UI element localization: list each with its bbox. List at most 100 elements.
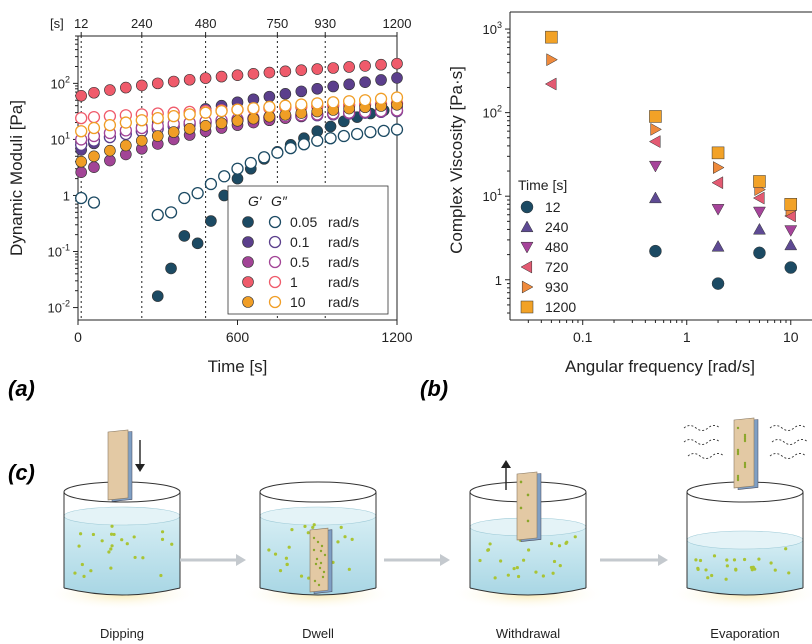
data-point-gprime-1 <box>295 64 308 76</box>
data-point-t930 <box>650 122 662 136</box>
legend-marker-t1200 <box>520 300 534 314</box>
particle <box>120 538 124 542</box>
particle <box>573 535 577 539</box>
particle <box>79 532 83 536</box>
x-tick-label-a: 600 <box>226 329 250 345</box>
slide-face <box>733 417 755 489</box>
particle <box>478 558 482 563</box>
liquid <box>64 516 180 595</box>
particle <box>100 539 104 543</box>
slide-particle <box>743 465 747 469</box>
legend-unit-label: rad/s <box>328 214 359 230</box>
x-axis-label-a: Time [s] <box>208 357 268 376</box>
data-point-gdoubleprime-10 <box>374 92 388 105</box>
panel-label-a: (a) <box>8 376 35 401</box>
data-point-gdoubleprime-1 <box>87 110 101 124</box>
slide-particle <box>743 437 747 441</box>
slide-particle <box>319 549 323 553</box>
data-point-t240 <box>753 222 766 235</box>
slide-particle <box>519 506 523 510</box>
top-axis-tick-label: 750 <box>267 16 289 31</box>
data-point-gprime-10 <box>75 155 87 168</box>
data-point-gprime-1 <box>215 70 228 83</box>
data-point-gprime-1 <box>327 62 340 74</box>
slide-particle <box>323 553 327 557</box>
data-point-gdoubleprime-0p05 <box>164 206 178 219</box>
beaker-bottom <box>259 587 377 596</box>
data-point-gprime-1 <box>311 63 324 75</box>
data-point-t1200 <box>649 110 662 123</box>
data-point-gprime-1 <box>151 77 164 90</box>
particle <box>160 537 165 541</box>
data-point-gprime-1 <box>231 69 244 81</box>
particle <box>80 562 84 567</box>
beaker-dipping: Dipping <box>44 481 200 641</box>
y-tick-label-a: 1 <box>63 188 70 203</box>
liquid-surface <box>259 506 377 526</box>
legend-marker-t720 <box>520 260 533 274</box>
data-point-gdoubleprime-0p05 <box>297 138 311 151</box>
x-tick-label-b: 10 <box>783 329 799 345</box>
particle <box>109 532 114 536</box>
data-point-gdoubleprime-0p05 <box>350 127 364 141</box>
particle <box>787 571 791 575</box>
slide-withdrawal <box>516 471 542 542</box>
stage-label: Evaporation <box>710 626 779 641</box>
y-axis-label-a: Dynamic Moduli [Pa] <box>7 100 26 256</box>
legend-a: G′ G″0.05 rad/s 0.1 rad/s 0.5 rad/s 1 rad/s 10 rad… <box>227 185 389 315</box>
particle <box>725 558 729 562</box>
data-point-gprime-10 <box>120 139 132 152</box>
data-point-gdoubleprime-10 <box>390 91 404 104</box>
liquid <box>687 540 803 595</box>
data-point-gdoubleprime-10 <box>231 103 244 116</box>
particle <box>724 577 728 581</box>
particle <box>110 524 114 528</box>
top-axis-unit: [s] <box>50 16 64 31</box>
stage-label: Dipping <box>100 626 144 641</box>
data-point-t240 <box>784 238 798 251</box>
particle <box>110 544 114 548</box>
slide-dwell <box>309 527 333 594</box>
data-point-gprime-0p1 <box>295 85 308 98</box>
arrow-up-head <box>501 460 511 468</box>
particle <box>290 528 294 532</box>
slide-particle <box>321 575 325 579</box>
slide-particle <box>312 536 316 540</box>
legend-marker-t240 <box>520 220 534 233</box>
data-point-gprime-1 <box>136 79 148 92</box>
data-point-gdoubleprime-10 <box>103 118 117 132</box>
data-point-gprime-1 <box>263 66 276 79</box>
data-point-gdoubleprime-10 <box>342 95 356 108</box>
data-point-t12 <box>649 244 662 258</box>
particle <box>77 544 81 548</box>
data-point-gdoubleprime-0p05 <box>284 141 297 155</box>
x-tick-label-a: 0 <box>74 329 82 345</box>
legend-marker-filled <box>242 236 254 248</box>
data-point-t240 <box>711 239 725 252</box>
data-point-t12 <box>784 261 798 274</box>
legend-label-t480: 480 <box>545 239 569 255</box>
data-point-gdoubleprime-10 <box>295 98 308 111</box>
y-tick-label-a: 101 <box>51 130 70 147</box>
slide-particle <box>736 426 740 430</box>
legend-freq-label: 0.5 <box>290 254 310 270</box>
slide-particle <box>313 579 317 583</box>
particle <box>757 557 761 561</box>
particle <box>331 560 335 564</box>
slide-particle <box>743 461 747 465</box>
y-tick-label-b: 1 <box>495 273 502 288</box>
data-point-gprime-0p05 <box>324 120 337 133</box>
legend-label-t930: 930 <box>545 279 569 295</box>
liquid-surface <box>686 530 804 550</box>
slide-particle <box>526 519 530 523</box>
particle <box>698 558 703 563</box>
legend-marker-filled <box>242 256 254 268</box>
legend-title-b: Time [s] <box>518 177 567 193</box>
particle <box>749 565 754 570</box>
data-point-gdoubleprime-0p05 <box>75 191 88 205</box>
legend-marker-open <box>268 275 282 289</box>
y-tick-label-a: 102 <box>51 74 70 91</box>
legend-unit-label: rad/s <box>328 294 359 310</box>
process-arrow-head <box>658 554 668 566</box>
